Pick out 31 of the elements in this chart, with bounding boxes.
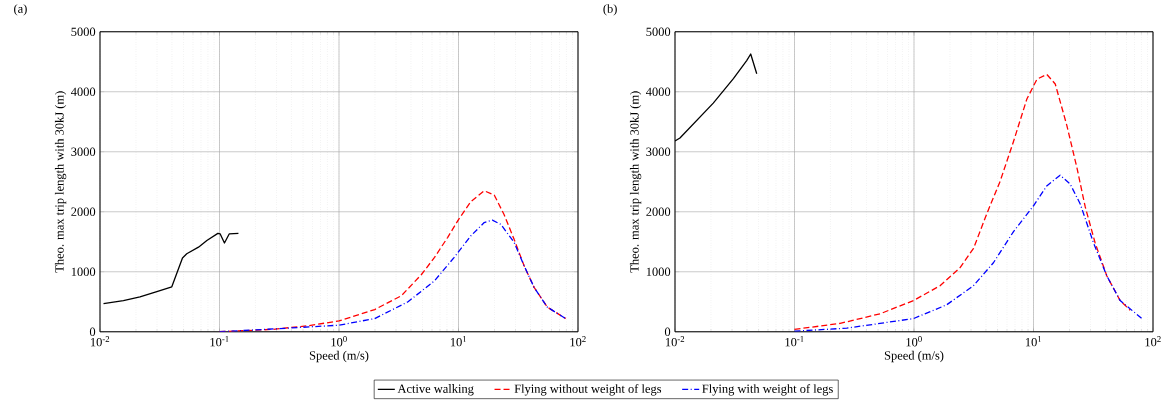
y-axis-title: Theo. max trip length with 30kJ (m) <box>54 91 67 273</box>
chart-title: (a) <box>14 4 27 16</box>
legend-label: Active walking <box>397 384 474 396</box>
y-tick-label: 0 <box>89 327 96 337</box>
y-axis-title: Theo. max trip length with 30kJ (m) <box>629 91 642 273</box>
x-tick-label: 10$^{-1}$ <box>785 336 804 347</box>
x-tick-label: 10$^{-2}$ <box>90 336 110 347</box>
y-tick-label: 4000 <box>71 87 96 97</box>
x-tick-label: 10$^{2}$ <box>570 336 586 347</box>
y-tick-label: 3000 <box>71 147 96 157</box>
y-tick-label: 4000 <box>646 87 671 97</box>
x-tick-label: 10$^{1}$ <box>1025 336 1042 347</box>
y-tick-label: 2000 <box>646 207 671 217</box>
x-axis-title: Speed (m/s) <box>309 350 369 363</box>
y-tick-label: 2000 <box>71 207 96 217</box>
y-tick-label: 3000 <box>646 147 671 157</box>
y-tick-label: 5000 <box>71 27 96 37</box>
chart-title: (b) <box>603 4 617 16</box>
x-tick-label: 10$^{2}$ <box>1145 336 1161 347</box>
x-tick-label: 10$^{-1}$ <box>210 336 229 347</box>
y-tick-label: 1000 <box>71 267 96 277</box>
x-tick-label: 10$^{0}$ <box>331 336 347 347</box>
y-tick-label: 0 <box>664 327 671 337</box>
x-axis-title: Speed (m/s) <box>884 350 944 363</box>
x-tick-label: 10$^{-2}$ <box>665 336 685 347</box>
x-tick-label: 10$^{0}$ <box>906 336 922 347</box>
legend-label: Flying without weight of legs <box>514 384 662 396</box>
y-tick-label: 1000 <box>646 267 671 277</box>
legend-label: Flying with weight of legs <box>702 384 833 396</box>
y-tick-label: 5000 <box>646 27 671 37</box>
x-tick-label: 10$^{1}$ <box>450 336 467 347</box>
